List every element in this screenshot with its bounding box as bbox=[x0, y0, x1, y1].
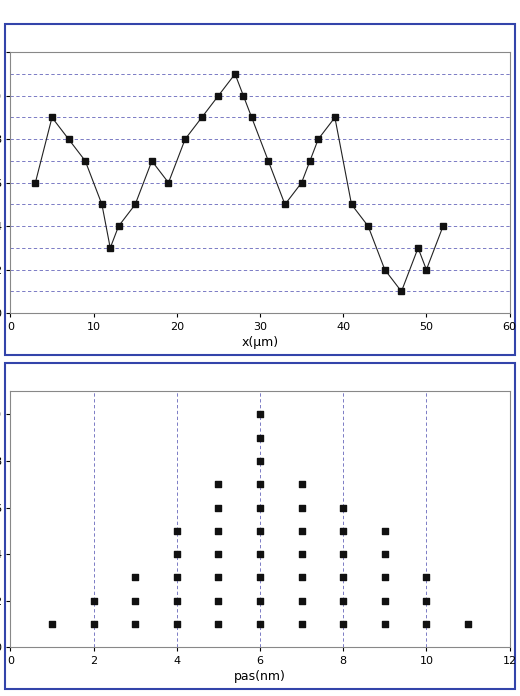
Point bbox=[173, 548, 181, 560]
Point bbox=[256, 502, 264, 513]
Point bbox=[339, 595, 347, 606]
Point bbox=[48, 619, 56, 630]
Point bbox=[256, 548, 264, 560]
Point bbox=[173, 525, 181, 537]
Point bbox=[297, 595, 306, 606]
Point bbox=[381, 548, 389, 560]
Point bbox=[214, 572, 223, 583]
Point bbox=[339, 548, 347, 560]
Point bbox=[131, 619, 139, 630]
Point bbox=[256, 525, 264, 537]
Point bbox=[89, 595, 98, 606]
Point bbox=[297, 572, 306, 583]
X-axis label: pas(nm): pas(nm) bbox=[234, 670, 286, 683]
Point bbox=[464, 619, 472, 630]
Point bbox=[173, 595, 181, 606]
Point bbox=[339, 502, 347, 513]
Point bbox=[214, 548, 223, 560]
Point bbox=[381, 572, 389, 583]
Point bbox=[256, 409, 264, 420]
Point bbox=[256, 455, 264, 466]
Point bbox=[297, 548, 306, 560]
Point bbox=[256, 432, 264, 443]
Point bbox=[381, 595, 389, 606]
Point bbox=[131, 572, 139, 583]
Point bbox=[173, 619, 181, 630]
Point bbox=[131, 595, 139, 606]
Point bbox=[214, 502, 223, 513]
Point bbox=[256, 479, 264, 490]
Point bbox=[256, 572, 264, 583]
Point bbox=[256, 595, 264, 606]
Point bbox=[89, 619, 98, 630]
Point bbox=[214, 525, 223, 537]
Point bbox=[173, 572, 181, 583]
Point bbox=[297, 502, 306, 513]
Point bbox=[297, 619, 306, 630]
Point bbox=[256, 619, 264, 630]
Point bbox=[381, 619, 389, 630]
Point bbox=[339, 525, 347, 537]
Point bbox=[214, 595, 223, 606]
Point bbox=[422, 595, 431, 606]
Point bbox=[214, 619, 223, 630]
X-axis label: x(μm): x(μm) bbox=[241, 336, 279, 349]
Point bbox=[214, 479, 223, 490]
Point bbox=[422, 619, 431, 630]
Point bbox=[339, 572, 347, 583]
Point bbox=[339, 619, 347, 630]
Point bbox=[422, 572, 431, 583]
Point bbox=[297, 479, 306, 490]
Point bbox=[381, 525, 389, 537]
Point bbox=[297, 525, 306, 537]
